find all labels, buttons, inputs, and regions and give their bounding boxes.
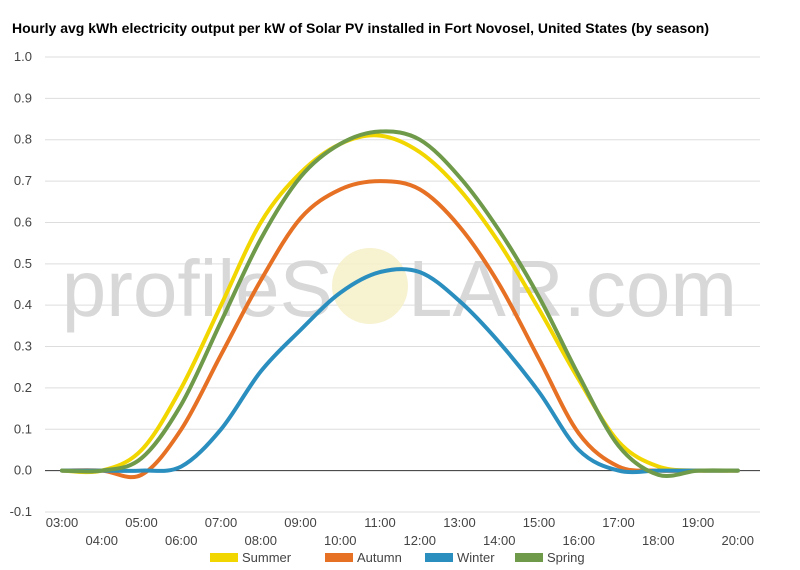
y-tick-label: 0.2 (14, 380, 32, 395)
x-tick-label: 03:00 (46, 515, 79, 530)
chart-title: Hourly avg kWh electricity output per kW… (12, 20, 709, 36)
x-tick-label: 13:00 (443, 515, 476, 530)
y-tick-label: 0.7 (14, 173, 32, 188)
x-tick-label: 06:00 (165, 533, 198, 548)
x-tick-label: 09:00 (284, 515, 317, 530)
x-tick-label: 14:00 (483, 533, 516, 548)
watermark-sun-icon (332, 248, 408, 324)
y-tick-label: 0.6 (14, 214, 32, 229)
series-line-summer (60, 133, 740, 475)
y-tick-label: 0.4 (14, 297, 32, 312)
y-axis-ticks: -0.1 0.0 0.1 0.2 0.3 0.4 0.5 0.6 0.7 0.8 0.9 1.0 (10, 49, 32, 519)
x-tick-label: 12:00 (403, 533, 436, 548)
legend-swatch-spring (515, 553, 543, 562)
watermark-logo: profileS LAR.com (62, 244, 737, 333)
x-tick-label: 07:00 (205, 515, 238, 530)
series-line-spring (60, 129, 740, 478)
x-tick-label: 08:00 (244, 533, 277, 548)
x-tick-label: 15:00 (523, 515, 556, 530)
x-tick-label: 16:00 (562, 533, 595, 548)
legend-swatch-summer (210, 553, 238, 562)
legend-label-spring: Spring (547, 550, 585, 565)
x-axis-ticks: 03:00 04:00 05:00 06:00 07:00 08:00 09:00 10:00… (46, 515, 754, 548)
legend-label-autumn: Autumn (357, 550, 402, 565)
y-tick-label: 0.0 (14, 463, 32, 478)
y-tick-label: 0.3 (14, 339, 32, 354)
series-lines (60, 129, 740, 480)
y-tick-label: 0.8 (14, 132, 32, 147)
y-tick-label: 0.9 (14, 90, 32, 105)
watermark-text-left: profileS (62, 244, 333, 333)
legend-swatch-winter (425, 553, 453, 562)
x-tick-label: 04:00 (85, 533, 118, 548)
x-tick-label: 17:00 (602, 515, 635, 530)
x-tick-label: 11:00 (364, 515, 396, 530)
series-line-winter (60, 266, 740, 475)
y-tick-label: 0.5 (14, 256, 32, 271)
x-tick-label: 05:00 (125, 515, 158, 530)
x-tick-label: 20:00 (721, 533, 754, 548)
legend-swatch-autumn (325, 553, 353, 562)
x-tick-label: 10:00 (324, 533, 357, 548)
watermark-text-right: LAR.com (408, 244, 737, 333)
series-line-autumn (60, 179, 740, 480)
legend-label-summer: Summer (242, 550, 292, 565)
y-tick-label: 0.1 (14, 421, 32, 436)
legend-label-winter: Winter (457, 550, 495, 565)
legend: Summer Autumn Winter Spring (210, 550, 585, 565)
x-tick-label: 18:00 (642, 533, 675, 548)
y-tick-label: 1.0 (14, 49, 32, 64)
x-tick-label: 19:00 (682, 515, 715, 530)
y-tick-label: -0.1 (10, 504, 32, 519)
